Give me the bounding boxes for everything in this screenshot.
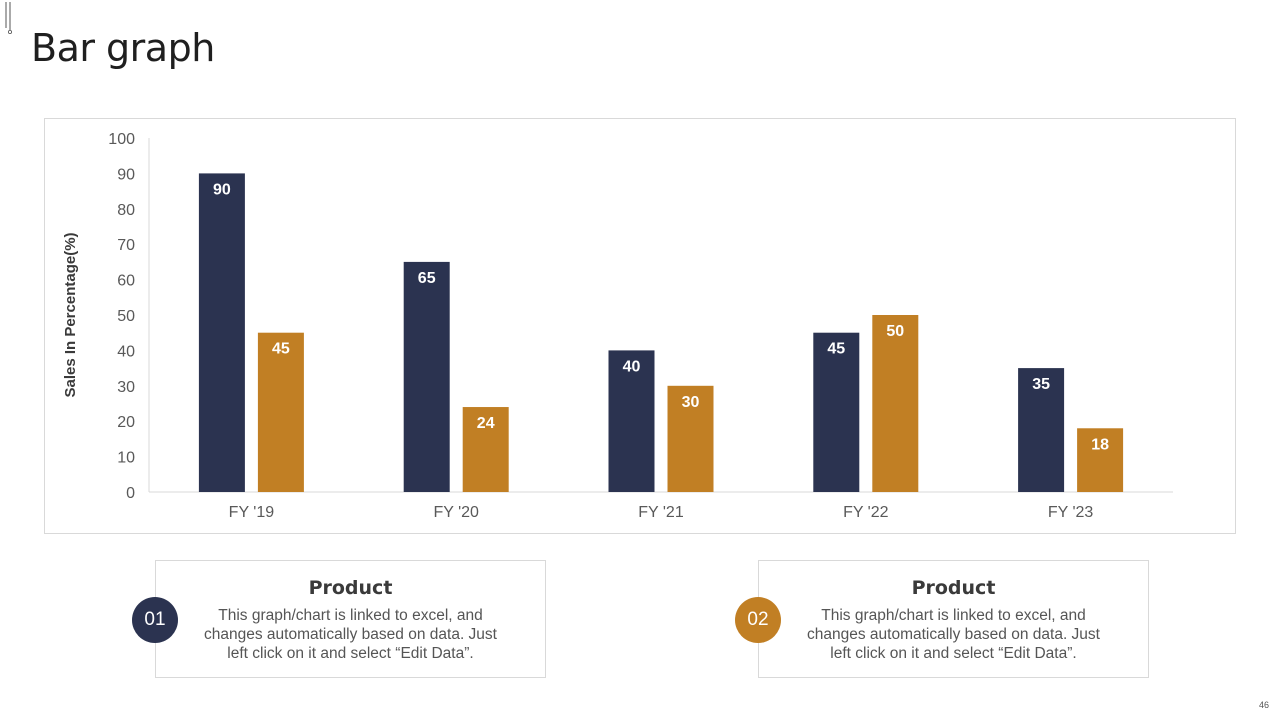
y-tick-label: 70: [117, 237, 135, 254]
page-number: 46: [1258, 700, 1269, 710]
number-badge-2: 02: [735, 597, 781, 643]
bar-2: [257, 332, 304, 492]
y-axis-label: Sales In Percentage(%): [62, 232, 79, 397]
y-tick-label: 20: [117, 414, 135, 431]
data-label: 18: [1091, 436, 1109, 453]
number-badge-1: 01: [132, 597, 178, 643]
bar-1: [198, 173, 245, 492]
x-tick-label: FY '21: [638, 504, 684, 521]
chart-frame[interactable]: 0 10 20 30 40 50 60 70 80 90 100 Sales In Percentag…: [44, 118, 1236, 534]
y-tick-label: 80: [117, 202, 135, 219]
card-title: Product: [308, 577, 393, 599]
bar-2: [872, 315, 919, 492]
y-tick-label: 40: [117, 343, 135, 360]
x-tick-label: FY '20: [433, 504, 479, 521]
data-label: 35: [1032, 376, 1050, 393]
corner-decoration-icon: [5, 2, 13, 34]
bar-chart[interactable]: 0 10 20 30 40 50 60 70 80 90 100 Sales In Percentag…: [45, 119, 1237, 535]
data-label: 50: [886, 323, 904, 340]
bar-1: [608, 350, 655, 492]
bar-2: [1077, 428, 1124, 492]
data-label: 24: [477, 415, 495, 432]
card-text: This graph/chart is linked to excel, and…: [204, 607, 497, 662]
x-tick-label: FY '19: [229, 504, 275, 521]
card-text: This graph/chart is linked to excel, and…: [807, 607, 1100, 662]
bar-1: [403, 261, 450, 492]
data-label: 40: [623, 358, 641, 375]
y-tick-label: 100: [108, 131, 135, 148]
x-tick-label: FY '23: [1048, 504, 1094, 521]
card-title: Product: [911, 577, 996, 599]
y-tick-label: 50: [117, 308, 135, 325]
bar-1: [813, 332, 860, 492]
data-label: 45: [272, 341, 290, 358]
bar-1: [1018, 368, 1065, 492]
page-title: Bar graph: [31, 26, 215, 70]
data-label: 45: [827, 341, 845, 358]
y-tick-label: 10: [117, 450, 135, 467]
data-label: 30: [682, 394, 700, 411]
bar-2: [667, 385, 714, 492]
y-tick-label: 60: [117, 273, 135, 290]
y-tick-label: 0: [126, 485, 135, 502]
data-label: 65: [418, 270, 436, 287]
y-tick-label: 90: [117, 166, 135, 183]
data-label: 90: [213, 181, 231, 198]
x-tick-label: FY '22: [843, 504, 889, 521]
product-card-1: Product This graph/chart is linked to ex…: [155, 560, 546, 678]
bar-2: [462, 407, 509, 492]
product-card-2: Product This graph/chart is linked to ex…: [758, 560, 1149, 678]
y-tick-label: 30: [117, 379, 135, 396]
